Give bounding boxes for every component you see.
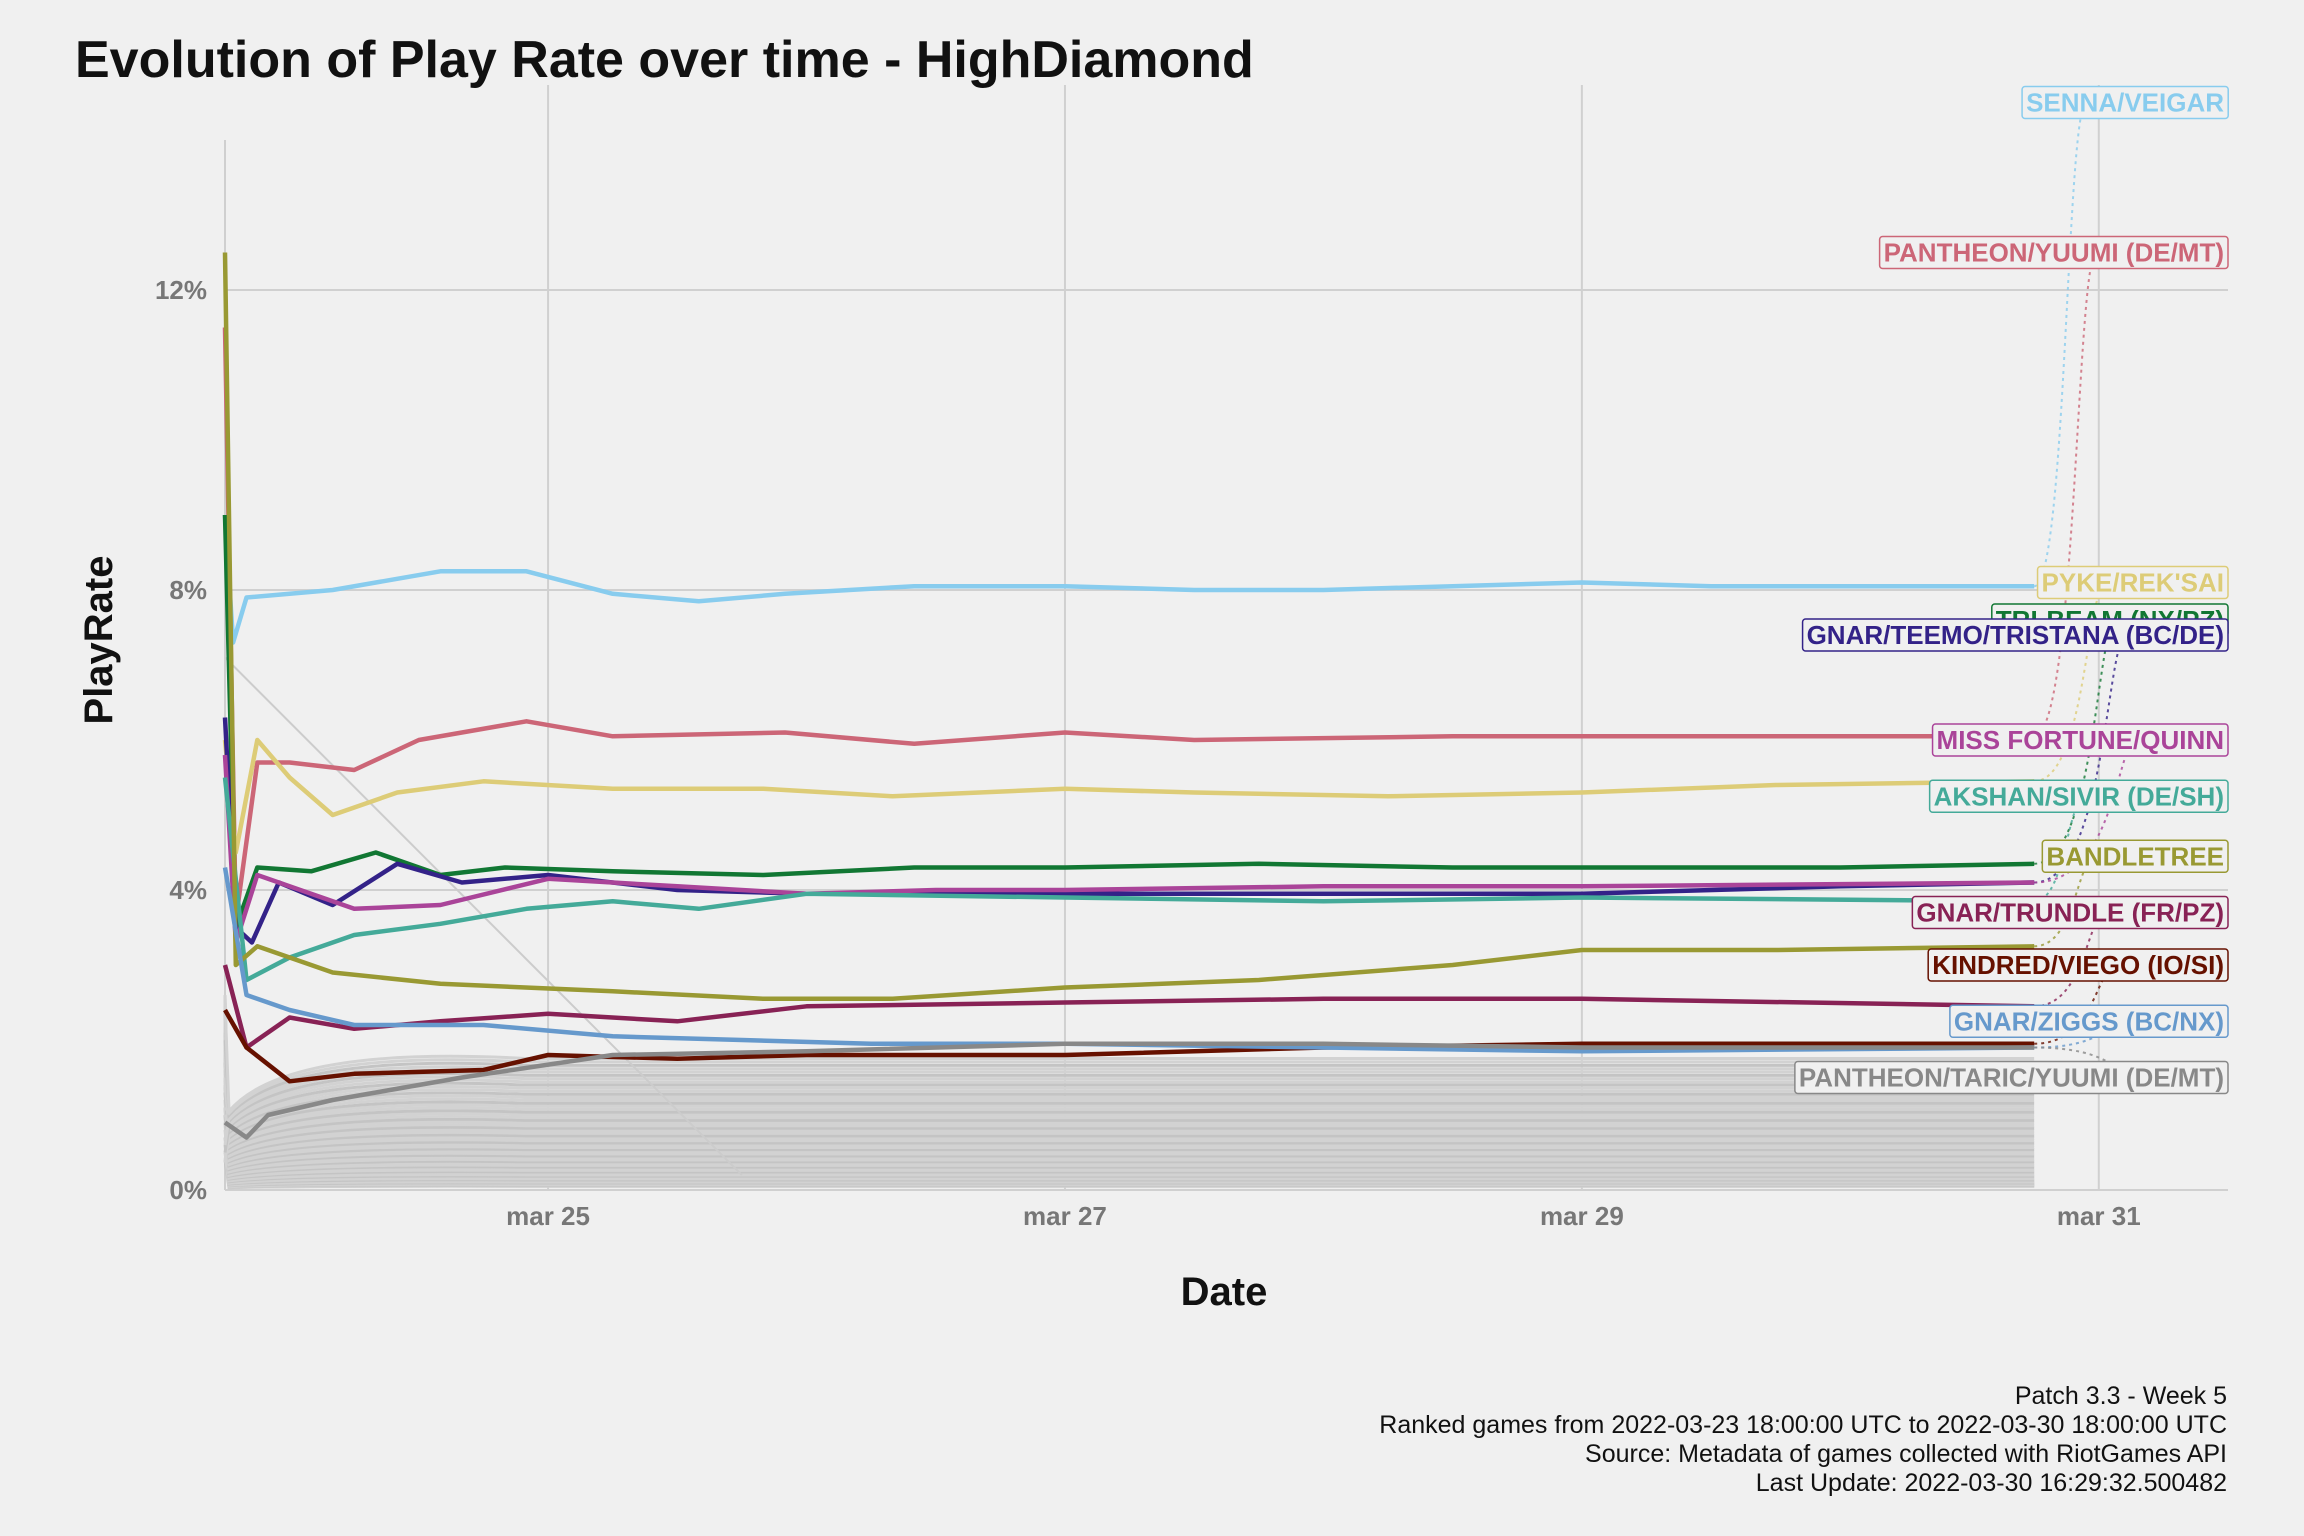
x-tick-label: mar 27 (1023, 1201, 1107, 1231)
background-series-line (223, 1145, 2035, 1167)
background-series-line (223, 1017, 2035, 1135)
series-line-1 (222, 327, 2035, 923)
background-series-line (223, 1133, 2035, 1160)
background-series-line (223, 1009, 2035, 1163)
y-tick-label: 8% (169, 575, 207, 605)
background-series-line (223, 994, 2035, 1148)
background-series-line (223, 1002, 2035, 1156)
axes: 0% 4% 8% 12% mar 25 mar 27 mar 29 mar 31 (155, 275, 2141, 1231)
series-label-box (1928, 779, 2229, 813)
background-series-line (223, 1002, 2035, 1115)
y-tick-label: 4% (169, 875, 207, 905)
caption: Patch 3.3 - Week 5 Ranked games from 202… (1379, 1382, 2227, 1498)
series-label-box (1794, 1060, 2229, 1095)
background-series-line (223, 1069, 2035, 1154)
x-tick-label: mar 25 (506, 1201, 590, 1231)
background-series-line (223, 1039, 2035, 1159)
background-series-line (223, 1107, 2035, 1157)
y-tick-label: 0% (169, 1175, 207, 1205)
background-series-line (223, 1081, 2035, 1153)
series-label-box (2041, 839, 2229, 873)
chart-title: Evolution of Play Rate over time - HighD… (75, 31, 1254, 89)
background-series-line (223, 1114, 2035, 1164)
background-series-line (223, 1084, 2035, 1168)
series-label-box (1949, 1004, 2229, 1038)
caption-line-update: Last Update: 2022-03-30 16:29:32.500482 (1755, 1469, 2227, 1497)
caption-line-source: Source: Metadata of games collected with… (1585, 1440, 2227, 1468)
series-line-4 (222, 717, 2035, 945)
series-line-10 (222, 867, 2035, 1054)
background-series-line (223, 1097, 2035, 1161)
x-tick-label: mar 31 (2057, 1201, 2141, 1231)
x-axis-label: Date (1181, 1270, 1268, 1314)
series-line-0 (222, 514, 2035, 645)
series-label: GNAR/ZIGGS (BC/NX) (1954, 1006, 2224, 1036)
x-tick-label: mar 29 (1540, 1201, 1624, 1231)
series-label: BANDLETREE (2046, 841, 2224, 871)
series-label: KINDRED/VIEGO (IO/SI) (1932, 950, 2224, 980)
series-line-11 (223, 1041, 2035, 1140)
background-series-line (223, 1120, 2035, 1153)
series-label: SENNA/VEIGAR (2026, 88, 2224, 118)
series-label: AKSHAN/SIVIR (DE/SH) (1934, 781, 2224, 811)
series-lines (222, 252, 2035, 1140)
background-series-line (223, 1075, 2035, 1126)
series-label: PYKE/REK'SAI (2042, 568, 2224, 598)
series-line-7 (222, 252, 2035, 1002)
caption-line-patch: Patch 3.3 - Week 5 (2014, 1382, 2227, 1410)
y-axis-label: PlayRate (77, 556, 121, 725)
series-label-box (1801, 618, 2229, 652)
caption-line-range: Ranked games from 2022-03-23 18:00:00 UT… (1379, 1411, 2227, 1439)
background-series-line (223, 1047, 2035, 1166)
background-series-line (223, 1039, 2035, 1119)
background-series-line (223, 1032, 2035, 1151)
y-tick-label: 12% (155, 275, 207, 305)
series-line-2 (222, 737, 2035, 855)
series-label-box (1878, 235, 2229, 270)
series-label: GNAR/TRUNDLE (FR/PZ) (1916, 898, 2224, 928)
background-series-line (223, 1099, 2035, 1150)
series-line-3 (222, 514, 2035, 930)
background-series-line (223, 1077, 2035, 1162)
series-label-box (2021, 85, 2229, 120)
series-label: GNAR/TEEMO/TRISTANA (BC/DE) (1807, 620, 2224, 650)
label-leader (2034, 739, 2137, 884)
series-label-box (1927, 948, 2229, 982)
label-leader (2033, 101, 2088, 588)
label-leader (2033, 251, 2098, 738)
series-line-8 (222, 964, 2035, 1050)
background-series-line (223, 1084, 2035, 1133)
series-label: PANTHEON/YUUMI (DE/MT) (1884, 238, 2224, 268)
background-series-line (223, 1092, 2035, 1141)
series-label: PANTHEON/TARIC/YUUMI (DE/MT) (1799, 1063, 2224, 1093)
background-series-line (223, 1047, 2035, 1129)
series-line-5 (222, 754, 2035, 945)
series-label-box (1911, 895, 2229, 930)
series-label: MISS FORTUNE/QUINN (1937, 725, 2224, 755)
background-series-line (223, 1058, 2035, 1116)
series-label-box (2036, 565, 2229, 600)
background-series-line (223, 1062, 2035, 1147)
series-labels: SENNA/VEIGAR PANTHEON/YUUMI (DE/MT) PYKE/R… (1794, 85, 2229, 1095)
series-label-box (1931, 723, 2229, 757)
background-series (223, 656, 2035, 1190)
